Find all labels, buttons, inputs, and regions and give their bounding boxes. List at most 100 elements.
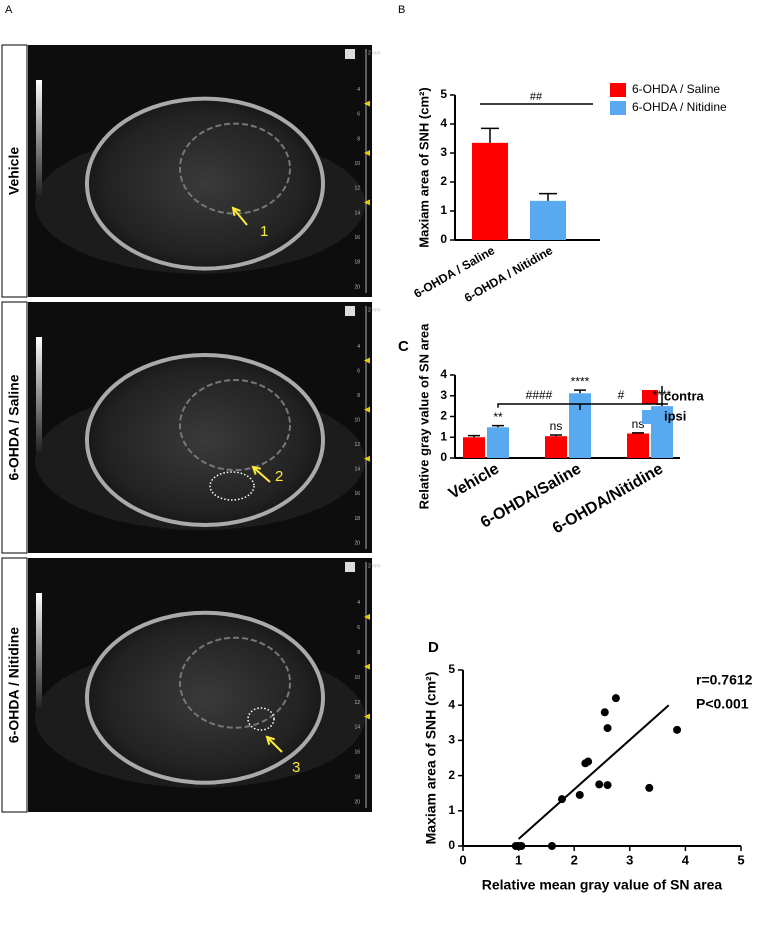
image-label: Vehicle [6,147,22,195]
significance-label: ## [530,91,543,103]
significance-label: ns [632,417,645,431]
brain-inner [179,379,291,472]
arrow-number: 2 [275,468,283,485]
significance-label: ** [493,410,503,424]
y-tick-label: 4 [440,116,447,130]
y-tick-label: 2 [440,174,447,188]
depth-tick-label: 18 [354,516,360,522]
error-bar [539,192,557,201]
label-box [1,557,28,813]
depth-tick-label: 4 [357,344,360,350]
gray-scale-bar [36,337,42,452]
depth-marker [364,713,370,720]
bar [545,436,567,458]
brain-inner [179,122,291,215]
point [603,724,612,733]
x-tick-label: 1 [515,852,522,867]
stat-label: P<0.001 [696,696,749,712]
y-tick-label: 4 [440,367,447,381]
significance-label: **** [571,374,590,388]
y-axis-label: Maxiam area of SNH (cm²) [416,87,431,247]
x-tick-label: 4 [682,852,690,867]
depth-tick-label: 8 [357,650,360,656]
ultrasound-panel: 6-OHDA / Saline 2 mm 4 6 8 10 12 14 16 18 20 2 [1,301,381,554]
x-axis-label: Relative mean gray value of SN area [482,877,723,893]
depth-scale-label: 2 mm [368,50,381,56]
arrow-number: 3 [292,759,300,776]
depth-tick-label: 8 [357,393,360,399]
bar [530,200,566,240]
depth-tick-label: 10 [354,418,360,424]
depth-marker [364,613,370,620]
bar [463,437,485,458]
depth-tick-label: 6 [357,625,360,631]
brain [85,353,325,528]
y-tick-label: 2 [448,768,455,782]
depth-scale-label: 2 mm [368,307,381,313]
grid-icon [345,306,355,316]
grid-icon [345,49,355,59]
legend-swatch [642,390,658,404]
depth-tick-label: 20 [354,284,360,290]
point [547,842,556,850]
bar [627,433,649,458]
depth-tick-label: 10 [354,161,360,167]
legend-swatch [642,410,658,424]
depth-tick-label: 20 [354,799,360,805]
image-label: 6-OHDA / Nitidine [6,627,22,743]
label-box [1,301,28,554]
arrow-number: 1 [260,223,268,240]
panel-label: D [428,639,439,656]
label-box [1,44,28,298]
depth-marker [364,406,370,413]
error-bar [492,424,504,428]
x-tick-label: 0 [459,852,466,867]
gray-scale-bar [36,593,42,708]
y-tick-label: 3 [440,388,447,402]
arrow-head [265,735,275,745]
depth-tick-label: 6 [357,112,360,118]
sn-contour [209,471,255,501]
depth-marker [364,455,370,462]
panel-label: C [398,338,409,355]
arrow [252,466,271,483]
legend-label: ipsi [664,408,686,423]
depth-tick-label: 4 [357,87,360,93]
fit-line [517,704,670,840]
y-tick-label: 5 [448,662,455,676]
y-tick-label: 4 [448,697,455,711]
x-tick-label: 3 [626,852,633,867]
depth-tick-label: 18 [354,774,360,780]
y-tick-label: 1 [448,803,455,817]
image-label: 6-OHDA / Saline [6,374,22,480]
y-tick-label: 1 [440,429,447,443]
panel-label: A [5,4,13,16]
depth-marker [364,357,370,364]
bar [569,393,591,458]
depth-tick-label: 14 [354,467,360,473]
depth-tick-label: 12 [354,442,360,448]
y-tick-label: 2 [440,409,447,423]
depth-marker [364,150,370,156]
error-bar [632,432,644,434]
depth-tick-label: 14 [354,725,360,731]
brain-inner [179,636,291,729]
depth-tick-label: 16 [354,235,360,241]
significance-label: # [618,388,625,402]
legend-label: 6-OHDA / Nitidine [632,100,727,114]
depth-tick-label: 14 [354,210,360,216]
ultrasound-panel: Vehicle 2 mm 4 6 8 10 12 14 16 18 20 1 [1,44,381,298]
significance-bracket [497,386,663,410]
brain [85,96,325,271]
point [517,842,526,850]
y-tick-label: 5 [440,87,447,101]
legend-swatch [610,101,626,115]
depth-tick-label: 12 [354,700,360,706]
point [645,783,654,792]
arrow-head [251,465,262,475]
point [611,694,620,703]
x-tick-label: 2 [571,852,578,867]
y-tick-label: 0 [448,838,455,852]
y-tick-label: 1 [440,203,447,217]
